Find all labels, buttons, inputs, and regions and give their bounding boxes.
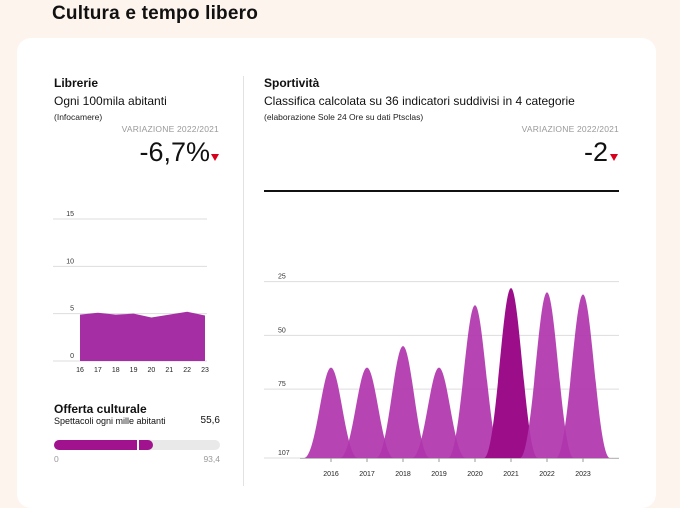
librerie-title: Librerie: [54, 76, 99, 90]
offerta-bar-marker: [137, 440, 139, 450]
y-tick-label: 25: [278, 274, 286, 281]
y-tick-label: 0: [70, 353, 74, 360]
x-tick-label: 2018: [395, 471, 411, 478]
x-tick-label: 2019: [431, 471, 447, 478]
x-tick-label: 2022: [539, 471, 555, 478]
librerie-variation-label: VARIAZIONE 2022/2021: [121, 124, 219, 134]
decrease-arrow-icon: [610, 154, 618, 161]
librerie-subtitle: Ogni 100mila abitanti: [54, 94, 167, 108]
offerta-min-label: 0: [54, 454, 59, 464]
x-tick-label: 2016: [323, 471, 339, 478]
x-tick-label: 23: [201, 367, 209, 374]
sportivita-peak: [376, 346, 430, 458]
sportivita-variation-label: VARIAZIONE 2022/2021: [521, 124, 619, 134]
sportivita-chart: 25 50 75 107 2016 2017 2018 2019 2020 2021 2022 202…: [264, 274, 619, 478]
librerie-chart: 15 10 5 016 17 18 19 20 21 22 23: [53, 211, 209, 374]
y-tick-label: 107: [278, 450, 290, 457]
y-tick-label: 75: [278, 381, 286, 388]
offerta-bar: [54, 440, 220, 450]
x-tick-label: 20: [148, 367, 156, 374]
page-title: Cultura e tempo libero: [52, 3, 259, 24]
x-tick-label: 18: [112, 367, 120, 374]
x-tick-label: 16: [76, 367, 84, 374]
x-tick-label: 19: [130, 367, 138, 374]
sportivita-peak: [520, 292, 574, 458]
x-tick-label: 17: [94, 367, 102, 374]
sportivita-rule: [264, 190, 619, 192]
sportivita-peak: [484, 288, 538, 458]
sportivita-peak: [448, 305, 502, 458]
sportivita-peak: [340, 367, 394, 458]
x-tick-label: 2020: [467, 471, 483, 478]
x-tick-label: 2023: [575, 471, 591, 478]
offerta-title: Offerta culturale: [54, 402, 147, 416]
offerta-bar-fill: [54, 440, 153, 450]
column-divider: [243, 76, 244, 486]
sportivita-source: (elaborazione Sole 24 Ore su dati Ptscla…: [264, 112, 424, 122]
y-tick-label: 50: [278, 327, 286, 334]
x-tick-label: 2017: [359, 471, 375, 478]
offerta-max-label: 93,4: [203, 454, 220, 464]
sportivita-variation-value: -2: [583, 137, 608, 167]
y-tick-label: 15: [66, 211, 74, 218]
sportivita-peak: [556, 294, 610, 458]
sportivita-peak: [304, 367, 358, 458]
librerie-variation-value: -6,7%: [139, 137, 210, 167]
y-tick-label: 5: [70, 306, 74, 313]
x-tick-label: 21: [165, 367, 173, 374]
decrease-arrow-icon: [211, 154, 219, 161]
x-tick-label: 2021: [503, 471, 519, 478]
y-tick-label: 10: [66, 258, 74, 265]
librerie-source: (Infocamere): [54, 112, 103, 122]
sportivita-title: Sportività: [264, 76, 320, 90]
offerta-subtitle: Spettacoli ogni mille abitanti: [54, 416, 166, 426]
x-tick-label: 22: [183, 367, 191, 374]
librerie-area: [80, 311, 205, 361]
sportivita-peak: [412, 367, 466, 458]
offerta-value: 55,6: [200, 415, 220, 426]
sportivita-subtitle: Classifica calcolata su 36 indicatori su…: [264, 94, 575, 108]
